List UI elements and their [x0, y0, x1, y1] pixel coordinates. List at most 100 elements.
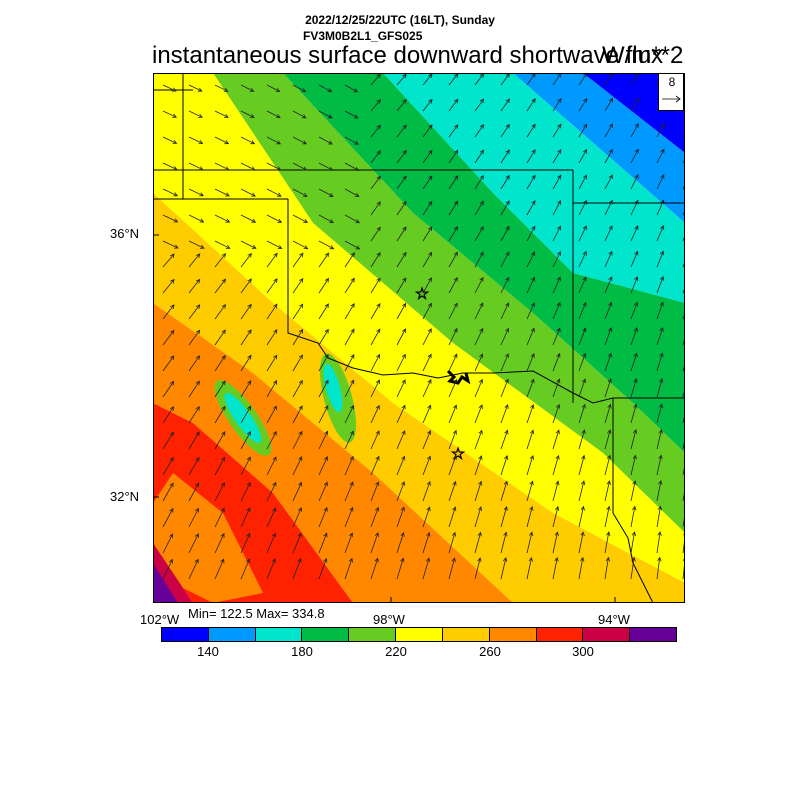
reference-arrow-icon	[662, 95, 681, 103]
wind-vector-head	[633, 378, 638, 383]
wind-vector	[500, 98, 510, 112]
wind-vector	[682, 311, 685, 320]
wind-vector-head	[173, 192, 179, 197]
wind-vector-head	[221, 431, 226, 436]
wind-vector	[604, 480, 610, 502]
wind-vector-head	[374, 532, 379, 537]
wind-vector-head	[659, 301, 664, 307]
wind-vector	[344, 329, 355, 346]
wind-vector-head	[402, 302, 407, 308]
wind-vector	[214, 278, 226, 294]
wind-vector-head	[556, 403, 561, 409]
wind-vector-head	[220, 507, 225, 513]
wind-vector-head	[477, 531, 482, 537]
wind-vector	[240, 431, 251, 450]
wind-vector	[318, 252, 329, 268]
wind-vector-head	[299, 277, 304, 283]
wind-vector-head	[504, 378, 509, 384]
wind-vector-head	[169, 507, 174, 513]
wind-vector	[396, 303, 406, 320]
wind-vector-head	[557, 98, 562, 103]
wind-vector-head	[582, 225, 587, 231]
wind-vector-head	[247, 278, 252, 284]
wind-vector-head	[324, 379, 329, 385]
wind-vector-head	[402, 251, 407, 257]
wind-vector	[526, 328, 535, 346]
wind-vector-head	[299, 252, 304, 258]
wind-vector-head	[479, 353, 484, 359]
wind-vector	[318, 456, 328, 476]
wind-vector	[500, 430, 508, 450]
wind-vector	[422, 481, 431, 502]
map-panel[interactable]: ☆ ☆	[153, 73, 685, 603]
wind-vector	[396, 99, 407, 112]
wind-vector	[630, 302, 638, 320]
wind-vector-head	[530, 429, 535, 435]
wind-vector	[526, 277, 535, 294]
wind-vector	[344, 507, 353, 528]
wind-vector	[214, 329, 226, 346]
wind-vector-head	[324, 328, 329, 334]
wind-vector-head	[608, 97, 614, 103]
wind-vector-head	[582, 276, 587, 282]
blob-1-core	[224, 393, 262, 443]
wind-vector	[630, 404, 637, 424]
wind-vector-head	[633, 403, 638, 409]
wind-vector-head	[169, 456, 174, 462]
wind-vector-head	[303, 218, 309, 223]
wind-vector	[526, 455, 534, 476]
wind-vector-head	[251, 218, 257, 223]
wind-vector-head	[276, 114, 281, 118]
wind-vector	[292, 188, 308, 197]
wind-vector-head	[452, 480, 457, 486]
wind-vector	[318, 240, 334, 250]
wind-vector	[448, 532, 456, 554]
wind-vector	[292, 380, 303, 398]
wind-vector	[604, 404, 611, 424]
wind-vector	[162, 355, 175, 372]
wind-vector	[500, 455, 508, 476]
wind-vector	[630, 353, 638, 372]
wind-vector	[188, 253, 201, 268]
wind-vector	[422, 226, 433, 242]
wind-vector-head	[251, 244, 257, 249]
wind-vector-head	[582, 327, 587, 333]
wind-vector	[370, 558, 379, 580]
wind-vector-head	[477, 506, 482, 511]
wind-vector	[188, 84, 202, 92]
wind-vector-head	[607, 403, 612, 409]
wind-vector	[578, 378, 586, 398]
wind-vector-head	[453, 404, 458, 410]
wind-vector-head	[401, 379, 406, 385]
wind-vector-head	[505, 200, 510, 206]
wind-vector	[292, 405, 303, 424]
page-title: instantaneous surface downward shortwave…	[152, 42, 663, 69]
shortwave-flux-map[interactable]: ☆ ☆	[153, 73, 685, 603]
wind-vector-head	[401, 353, 406, 359]
wind-vector	[500, 506, 507, 528]
wind-vector-head	[634, 97, 639, 103]
colorbar-label-300: 300	[572, 644, 594, 659]
wind-vector	[448, 328, 458, 346]
wind-vector-head	[350, 277, 355, 283]
wind-vector	[630, 225, 639, 242]
wind-vector-head	[477, 557, 482, 562]
wind-vector-head	[221, 303, 226, 309]
header-datetime: 2022/12/25/22UTC (16LT), Sunday	[305, 13, 495, 27]
wind-vector	[396, 175, 407, 190]
wind-vector-head	[428, 226, 433, 232]
wind-vector	[396, 73, 407, 86]
colorbar-segment-6	[442, 628, 490, 641]
wind-vector-head	[194, 533, 199, 538]
wind-vector	[552, 353, 560, 372]
wind-vector-head	[198, 140, 204, 144]
wind-vector	[370, 303, 381, 320]
wind-vector-head	[402, 277, 407, 283]
wind-vector	[448, 379, 457, 398]
wind-vector	[240, 482, 251, 502]
wind-vector	[682, 412, 685, 424]
wind-vector	[266, 188, 282, 197]
wind-vector	[448, 430, 457, 450]
wind-vector	[526, 430, 534, 450]
wind-vector	[630, 123, 639, 138]
